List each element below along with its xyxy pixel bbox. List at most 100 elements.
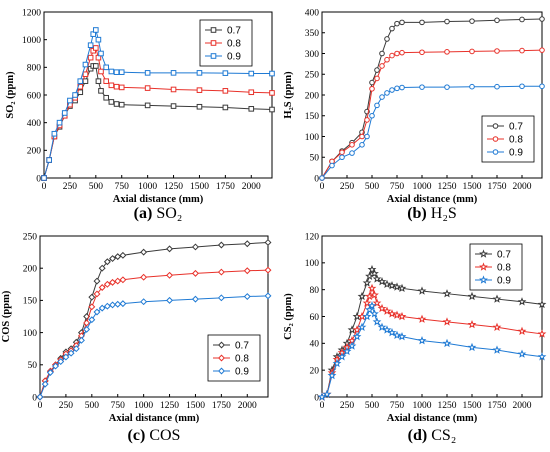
caption-text: COS bbox=[145, 427, 180, 444]
x-tick-label: 1750 bbox=[216, 182, 235, 192]
data-point bbox=[103, 280, 111, 288]
data-point bbox=[362, 311, 372, 321]
data-point bbox=[399, 19, 405, 26]
panel-caption: (b) H₂S bbox=[407, 205, 457, 222]
data-point bbox=[387, 309, 397, 318]
data-point bbox=[144, 102, 151, 109]
data-point bbox=[362, 278, 372, 287]
legend-label: 0.8 bbox=[227, 39, 241, 50]
x-tick-label: 1500 bbox=[186, 401, 205, 411]
y-axis-label: SO₂ (ppm) bbox=[5, 71, 16, 119]
data-point bbox=[88, 316, 96, 324]
data-point bbox=[365, 271, 374, 280]
data-point bbox=[392, 330, 402, 340]
data-point bbox=[519, 47, 525, 54]
data-point bbox=[62, 353, 70, 361]
y-tick-label: 200 bbox=[27, 147, 42, 157]
data-point bbox=[269, 90, 275, 96]
data-point bbox=[492, 294, 502, 303]
data-point bbox=[442, 317, 452, 326]
data-point bbox=[372, 274, 382, 283]
y-tick-label: 150 bbox=[23, 297, 38, 307]
y-tick-label: 250 bbox=[305, 71, 320, 81]
data-point bbox=[222, 88, 229, 94]
data-point bbox=[119, 251, 127, 259]
data-point bbox=[210, 27, 217, 33]
data-point bbox=[362, 298, 372, 307]
caption-letter: (b) bbox=[407, 205, 427, 222]
data-point bbox=[492, 123, 499, 129]
data-point bbox=[83, 325, 91, 333]
series-0.8 bbox=[317, 283, 547, 401]
data-point bbox=[57, 358, 65, 366]
data-point bbox=[537, 299, 547, 309]
data-point bbox=[417, 286, 427, 295]
data-point bbox=[387, 281, 397, 290]
x-tick-label: 0 bbox=[320, 182, 325, 192]
data-point bbox=[98, 284, 106, 291]
data-point bbox=[93, 277, 101, 285]
data-point bbox=[82, 71, 89, 78]
data-point bbox=[479, 262, 488, 271]
data-point bbox=[113, 83, 120, 90]
y-tick-label: 400 bbox=[27, 119, 42, 129]
panel-caption: (d) CS₂ bbox=[408, 427, 457, 444]
data-point bbox=[218, 367, 225, 375]
data-point bbox=[479, 249, 488, 258]
data-point bbox=[243, 240, 251, 248]
data-point bbox=[382, 306, 392, 315]
data-point bbox=[109, 255, 117, 263]
data-point bbox=[61, 110, 68, 116]
y-tick-label: 120 bbox=[305, 232, 320, 242]
data-point bbox=[372, 317, 382, 326]
x-tick-label: 1250 bbox=[438, 182, 457, 192]
data-point bbox=[370, 290, 379, 299]
data-point bbox=[114, 277, 122, 285]
data-point bbox=[87, 54, 94, 61]
data-point bbox=[93, 27, 99, 33]
data-point bbox=[387, 327, 397, 337]
y-tick-label: 100 bbox=[23, 329, 38, 339]
data-point bbox=[103, 302, 111, 310]
data-point bbox=[369, 79, 375, 86]
series-0.9 bbox=[41, 27, 275, 181]
data-point bbox=[389, 25, 395, 32]
data-point bbox=[36, 393, 44, 401]
data-point bbox=[365, 291, 374, 301]
data-point bbox=[374, 102, 380, 109]
data-point bbox=[103, 78, 109, 84]
data-point bbox=[98, 88, 104, 94]
data-point bbox=[442, 289, 452, 298]
data-point bbox=[359, 133, 365, 140]
x-tick-label: 1000 bbox=[413, 182, 432, 192]
data-point bbox=[166, 296, 174, 304]
data-point bbox=[269, 70, 275, 77]
data-point bbox=[517, 349, 527, 358]
series-0.8 bbox=[319, 47, 545, 181]
data-point bbox=[114, 253, 122, 261]
x-tick-label: 750 bbox=[390, 401, 405, 411]
data-point bbox=[367, 301, 377, 310]
data-point bbox=[113, 101, 120, 107]
data-point bbox=[349, 150, 355, 156]
data-point bbox=[51, 130, 58, 137]
x-tick-label: 2000 bbox=[513, 182, 532, 192]
data-point bbox=[377, 277, 387, 286]
data-point bbox=[342, 346, 352, 356]
chart-cs2: 0 250 500 750 1000 1250 1500 1750 2000 0 20 40 60 80 1… bbox=[283, 232, 547, 444]
legend-label: 0.8 bbox=[497, 263, 511, 274]
legend-label: 0.9 bbox=[497, 276, 511, 287]
data-point bbox=[417, 336, 427, 345]
data-point bbox=[469, 48, 475, 55]
y-tick-label: 60 bbox=[310, 313, 320, 323]
data-point bbox=[248, 70, 255, 77]
data-point bbox=[109, 278, 117, 286]
data-point bbox=[322, 389, 332, 399]
legend-label: 0.9 bbox=[509, 148, 523, 159]
data-point bbox=[222, 70, 229, 76]
data-point bbox=[397, 311, 407, 321]
data-point bbox=[95, 78, 102, 84]
data-point bbox=[95, 36, 102, 43]
caption-text: H₂S bbox=[427, 205, 457, 222]
data-point bbox=[539, 47, 545, 53]
